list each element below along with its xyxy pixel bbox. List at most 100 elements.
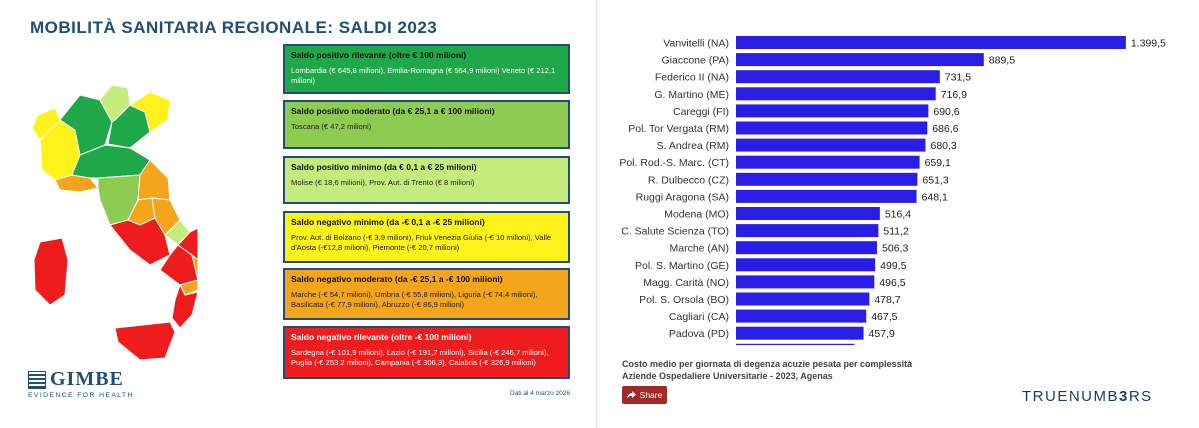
italy-map <box>31 84 199 361</box>
category-label: Padova (PD) <box>669 328 729 340</box>
bar[interactable] <box>736 309 867 323</box>
caption-line-1: Costo medio per giornata di degenza acuz… <box>622 359 913 369</box>
bar[interactable] <box>736 70 940 84</box>
region-friuli <box>128 91 171 133</box>
category-label: Pol. Rod.-S. Marc. (CT) <box>619 157 729 169</box>
category-label: Giaccone (PA) <box>662 55 730 67</box>
bar-chart: Vanvitelli (NA) 1.399,5 Giaccone (PA) 889,5… <box>619 36 1166 345</box>
share-button[interactable]: Share <box>622 386 667 404</box>
bar[interactable] <box>736 155 920 169</box>
chart-caption: Costo medio per giornata di degenza acuz… <box>622 358 912 382</box>
value-label: 496,5 <box>879 277 905 289</box>
bar[interactable] <box>736 207 880 220</box>
panel-divider <box>596 0 597 428</box>
category-label: Pol. S. Orsola (BO) <box>639 294 729 306</box>
bar[interactable] <box>736 121 928 135</box>
value-label: 659,1 <box>925 157 951 169</box>
gimbe-tagline: EVIDENCE FOR HEALTH <box>28 392 134 399</box>
category-label: Magg. Carità (NO) <box>643 277 729 289</box>
category-label: R. Dulbecco (CZ) <box>648 174 729 186</box>
data-date-note: Dati al 4 marzo 2026 <box>510 390 570 397</box>
category-label: Federico II (NA) <box>655 72 729 84</box>
share-arrow-icon <box>626 391 636 399</box>
value-label: 690,6 <box>933 106 959 118</box>
legend-box-positive-moderate: Saldo positivo moderato (da € 25,1 a € 1… <box>283 100 570 149</box>
value-label: 680,3 <box>931 140 957 152</box>
bar[interactable] <box>736 241 878 255</box>
bar[interactable] <box>736 189 917 203</box>
category-label: Ruggi Aragona (SA) <box>636 191 729 203</box>
category-label: Vanvitelli (NA) <box>663 38 729 50</box>
bar[interactable] <box>736 224 879 238</box>
brand-bold: 3 <box>1119 388 1129 405</box>
legend-heading: Saldo negativo minimo (da -€ 0,1 a -€ 25… <box>291 217 485 227</box>
bar[interactable] <box>736 343 855 345</box>
bar[interactable] <box>736 326 864 340</box>
bar[interactable] <box>736 292 870 306</box>
caption-line-2: Aziende Ospedaliere Universitarie - 2023… <box>622 371 833 381</box>
category-label: Pol. S. Martino (GE) <box>635 260 729 272</box>
region-calabria <box>171 283 199 329</box>
category-label: Pol. Tor Vergata (RM) <box>628 123 729 135</box>
value-label: 731,5 <box>945 72 971 84</box>
gimbe-infographic: MOBILITÀ SANITARIA REGIONALE: SALDI 2023 <box>0 0 597 428</box>
category-label: S. Andrea (RM) <box>657 140 729 152</box>
bar[interactable] <box>736 172 918 186</box>
gimbe-mark-icon <box>28 370 46 389</box>
value-label: 478,7 <box>874 294 900 306</box>
gimbe-wordmark: GIMBE <box>50 368 124 390</box>
category-label: Cagliari (CA) <box>669 311 729 323</box>
legend-heading: Saldo positivo rilevante (oltre € 100 mi… <box>291 50 467 60</box>
value-label: 648,1 <box>922 191 948 203</box>
value-label: 467,5 <box>871 311 897 323</box>
brand-prefix: TRUENUMB <box>1022 388 1119 405</box>
legend-heading: Saldo negativo moderato (da -€ 25,1 a -€… <box>291 274 503 284</box>
value-label: 651,3 <box>922 174 948 186</box>
value-label: 499,5 <box>880 260 906 272</box>
brand-suffix: RS <box>1128 388 1153 405</box>
truenumbers-chart-panel: Vanvitelli (NA) 1.399,5 Giaccone (PA) 889,5… <box>597 0 1199 428</box>
value-label: 457,9 <box>869 328 895 340</box>
bar[interactable] <box>736 53 984 67</box>
legend-box-negative-moderate: Saldo negativo moderato (da -€ 25,1 a -€… <box>283 268 570 320</box>
region-sardegna <box>33 237 69 306</box>
legend-detail: Toscana (€ 47,2 milioni) <box>291 122 372 131</box>
region-valle-aosta <box>31 107 61 141</box>
value-label: 516,4 <box>885 209 911 221</box>
legend-detail: Marche (-€ 54,7 milioni), Umbria (-€ 55,… <box>291 290 538 309</box>
value-label: 511,2 <box>883 226 909 238</box>
value-label: 506,3 <box>882 243 908 255</box>
bar[interactable] <box>736 138 926 152</box>
bar[interactable] <box>736 275 875 289</box>
category-label: C. Salute Scienza (TO) <box>621 226 729 238</box>
category-label: G. Martino (ME) <box>654 89 729 101</box>
region-lombardia <box>59 94 113 156</box>
value-label: 716,9 <box>941 89 967 101</box>
bar[interactable] <box>736 258 876 272</box>
legend-box-positive-high: Saldo positivo rilevante (oltre € 100 mi… <box>283 44 570 94</box>
bar[interactable] <box>736 36 1126 49</box>
bar[interactable] <box>736 104 929 118</box>
truenumbers-logo: TRUENUMB3RS <box>1022 388 1153 405</box>
legend-detail: Lombardia (€ 645,8 milioni), Emilia-Roma… <box>291 66 556 85</box>
gimbe-logo: GIMBE EVIDENCE FOR HEALTH <box>28 368 134 399</box>
legend-heading: Saldo positivo minimo (da € 0,1 a € 25 m… <box>291 162 477 172</box>
category-label: Careggi (FI) <box>673 106 729 118</box>
legend-detail: Sardegna (-€ 101,9 milioni), Lazio (-€ 1… <box>291 348 549 367</box>
category-label: Marche (AN) <box>669 243 729 255</box>
value-label: 686,6 <box>932 123 958 135</box>
legend-heading: Saldo negativo rilevante (oltre -€ 100 m… <box>291 332 472 342</box>
legend-box-positive-minimum: Saldo positivo minimo (da € 0,1 a € 25 m… <box>283 156 570 204</box>
legend-heading: Saldo positivo moderato (da € 25,1 a € 1… <box>291 106 495 116</box>
legend-box-negative-minimum: Saldo negativo minimo (da -€ 0,1 a -€ 25… <box>283 211 570 263</box>
share-label: Share <box>639 390 663 400</box>
bar[interactable] <box>736 87 936 101</box>
value-label: 889,5 <box>989 55 1015 67</box>
legend-detail: Molise (€ 18,6 milioni), Prov. Aut. di T… <box>291 178 475 187</box>
legend-detail: Prov. Aut. di Bolzano (-€ 3,9 milioni), … <box>291 233 552 252</box>
region-sicilia <box>114 321 176 361</box>
legend-box-negative-high: Saldo negativo rilevante (oltre -€ 100 m… <box>283 326 570 379</box>
category-label: Modena (MO) <box>664 209 729 221</box>
infographic-title: MOBILITÀ SANITARIA REGIONALE: SALDI 2023 <box>30 18 438 37</box>
value-label: 1.399,5 <box>1131 38 1166 50</box>
